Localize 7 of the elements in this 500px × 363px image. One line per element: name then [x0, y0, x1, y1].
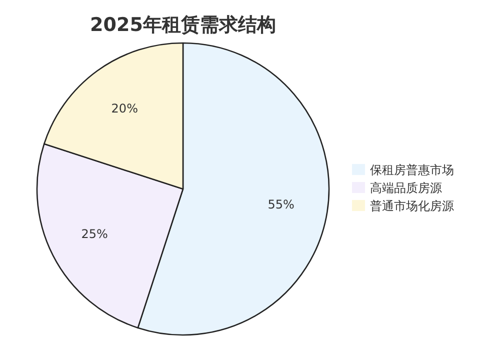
legend-label: 高端品质房源	[370, 181, 442, 195]
chart-title: 2025年租赁需求结构	[90, 14, 276, 36]
legend-label: 保租房普惠市场	[370, 163, 454, 177]
data-label: 25%	[81, 227, 108, 242]
legend-label: 普通市场化房源	[370, 199, 454, 213]
data-label: 20%	[111, 102, 138, 116]
data-label: 55%	[268, 198, 294, 212]
